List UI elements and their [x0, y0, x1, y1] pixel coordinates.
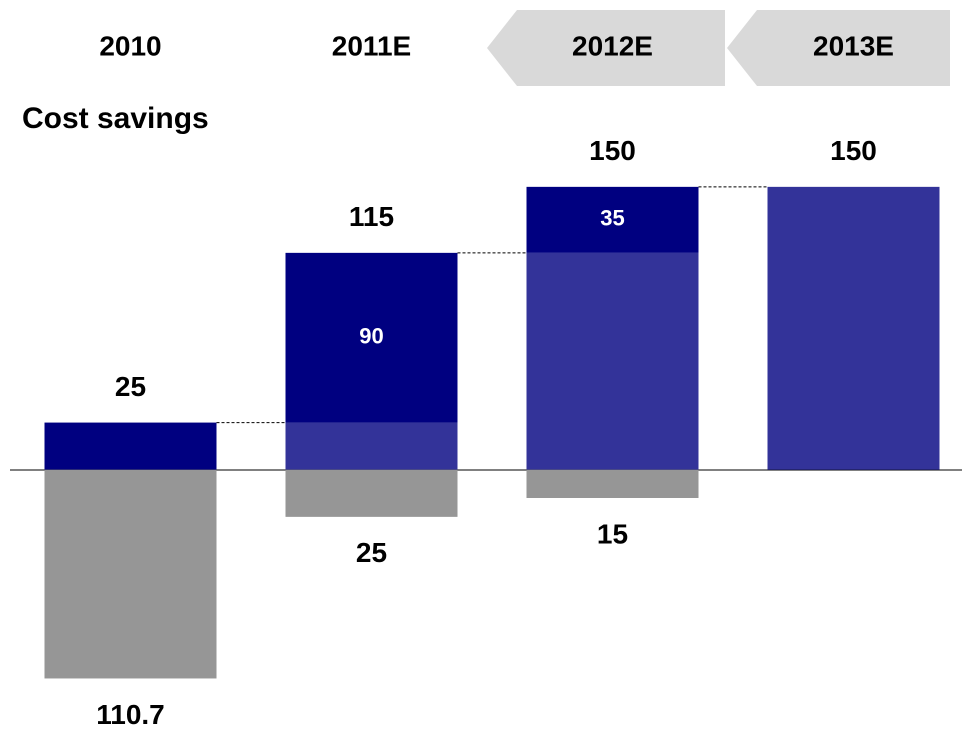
- cost-label: 110.7: [96, 699, 165, 730]
- cost-label: 15: [597, 518, 628, 549]
- bar-carried: [285, 422, 458, 470]
- bar-new: [285, 252, 458, 423]
- total-label: 115: [349, 201, 394, 232]
- bar-carried: [767, 186, 940, 470]
- total-label: 150: [830, 135, 877, 166]
- bar-cost: [526, 469, 699, 498]
- cost-label: 25: [356, 537, 387, 568]
- bar-new: [44, 422, 217, 470]
- header-arrow: [487, 10, 725, 86]
- chart-title: Cost savings: [22, 102, 209, 135]
- total-label: 25: [115, 371, 146, 402]
- column-header: 2010: [99, 30, 161, 61]
- header-arrow: [727, 10, 950, 86]
- bar-cost: [44, 469, 217, 679]
- column-header: 2012E: [572, 30, 653, 61]
- bar-cost: [285, 469, 458, 517]
- segment-label: 35: [600, 206, 624, 231]
- total-label: 150: [589, 135, 636, 166]
- column-header: 2011E: [332, 30, 411, 61]
- bar-new: [526, 186, 699, 253]
- bar-carried: [526, 252, 699, 470]
- column-header: 2013E: [813, 30, 894, 61]
- segment-label: 90: [359, 324, 383, 349]
